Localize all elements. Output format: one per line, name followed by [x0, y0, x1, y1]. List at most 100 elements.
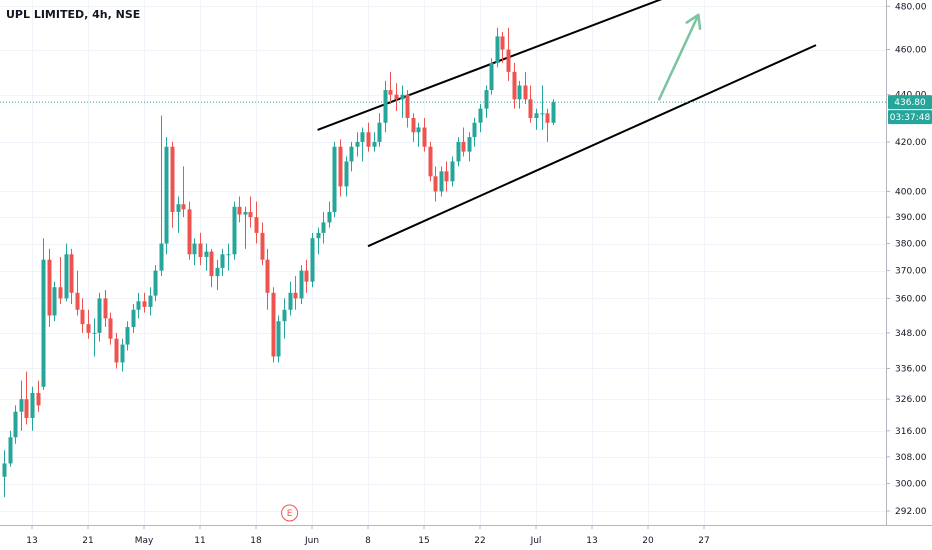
candle-body [433, 176, 438, 192]
y-tick-label: 292.00 [895, 507, 927, 517]
countdown-badge [888, 110, 932, 125]
candle-body [512, 71, 517, 100]
candle-body [299, 270, 304, 299]
projection-arrow[interactable] [657, 13, 700, 101]
y-tick-label: 480.00 [895, 2, 927, 12]
candle-body [8, 437, 13, 464]
candle-body [19, 399, 24, 412]
candle-body [500, 36, 505, 50]
candle-body [388, 90, 393, 95]
candle-body [467, 137, 472, 152]
candle-body [170, 146, 175, 212]
candle-body [551, 102, 556, 123]
y-tick-label: 390.00 [895, 213, 927, 223]
last-price-label: 436.80 [894, 98, 926, 108]
candle-body [282, 309, 287, 322]
candle-body [120, 344, 125, 363]
candle-body [47, 259, 52, 316]
y-tick-label: 308.00 [895, 453, 927, 463]
candle-body [69, 254, 74, 293]
x-tick-label: 8 [365, 536, 371, 546]
lower-channel-line[interactable] [367, 44, 817, 248]
x-tick-label: 15 [418, 536, 429, 546]
candle-body [176, 204, 181, 212]
candle-body [276, 321, 281, 357]
x-tick-label: Jul [530, 536, 542, 546]
candle-body [484, 90, 489, 109]
candle-body [534, 113, 539, 119]
candle-body [52, 287, 57, 316]
x-tick-label: May [135, 536, 154, 546]
candle-body [142, 301, 147, 307]
x-tick-label: 21 [82, 536, 93, 546]
candle-body [304, 270, 309, 282]
candle-body [220, 254, 225, 268]
chart-title: UPL LIMITED, 4h, NSE [6, 8, 141, 21]
candle-body [2, 463, 7, 477]
candle-body [237, 206, 242, 215]
candle-body [528, 99, 533, 119]
candle-body [472, 122, 477, 138]
candle-body [394, 94, 399, 100]
candle-body [164, 146, 169, 244]
candle-body [366, 132, 371, 147]
candle-body [461, 141, 466, 152]
x-tick-label: 27 [698, 536, 709, 546]
y-tick-label: 348.00 [895, 329, 927, 339]
candle-body [136, 301, 141, 310]
candle-body [360, 132, 365, 142]
candle-body [321, 222, 326, 233]
candle-body [517, 85, 522, 100]
candle-body [215, 267, 220, 277]
earnings-event-icon[interactable] [281, 504, 299, 522]
x-tick-label: 13 [586, 536, 597, 546]
candle-body [24, 399, 29, 419]
candle-body [344, 161, 349, 187]
candle-body [254, 217, 259, 233]
candle-body [226, 254, 231, 256]
candle-body [545, 113, 550, 123]
y-tick-label: 400.00 [895, 187, 927, 197]
candle-body [198, 243, 203, 257]
y-tick-label: 300.00 [895, 480, 927, 490]
y-tick-label: 336.00 [895, 364, 927, 374]
candle-body [125, 327, 130, 345]
y-tick-label: 380.00 [895, 240, 927, 250]
y-tick-label: 370.00 [895, 267, 927, 277]
candle-body [372, 141, 377, 147]
candle-body [204, 251, 209, 257]
candle-body [332, 146, 337, 212]
candle-body [316, 232, 321, 239]
candle-body [478, 108, 483, 123]
candle-body [288, 292, 293, 310]
y-tick-label: 360.00 [895, 294, 927, 304]
x-tick-label: 11 [194, 536, 205, 546]
candle-body [355, 141, 360, 147]
candle-body [75, 292, 80, 310]
candle-body [30, 392, 35, 419]
candle-body [58, 287, 63, 299]
candle-body [422, 127, 427, 147]
candle-body [506, 49, 511, 72]
candle-body [131, 309, 136, 328]
candle-body [41, 259, 46, 387]
candle-body [338, 146, 343, 187]
candle-body [411, 118, 416, 133]
candles [2, 27, 556, 498]
candle-body [489, 62, 494, 91]
candle-body [108, 318, 113, 339]
candle-body [405, 94, 410, 119]
candle-body [64, 254, 69, 299]
candle-body [540, 113, 545, 115]
candle-body [192, 243, 197, 255]
candle-body [400, 94, 405, 100]
candle-body [416, 127, 421, 133]
candle-body [243, 211, 248, 215]
candle-body [103, 298, 108, 319]
x-tick-label: 18 [250, 536, 262, 546]
candle-body [92, 332, 97, 334]
candle-body [523, 85, 528, 100]
